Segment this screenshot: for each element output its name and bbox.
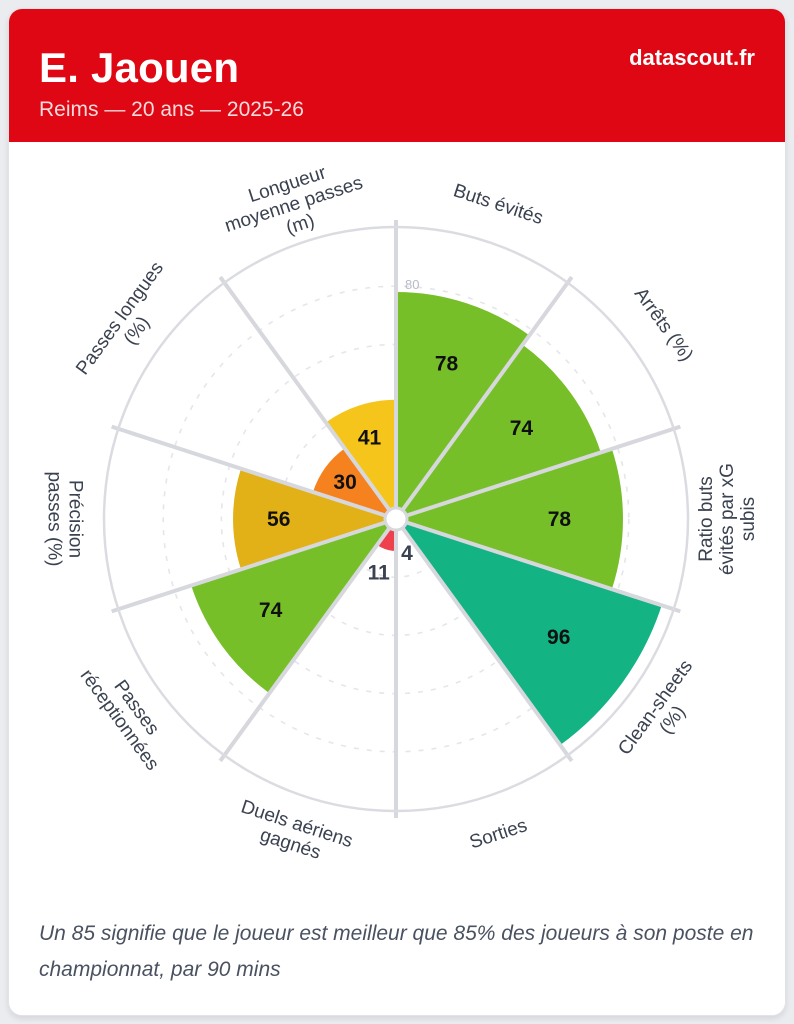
category-label-4: Sorties [467, 815, 530, 853]
spoke-line-4 [394, 517, 574, 763]
pizza-slice-8 [312, 448, 396, 519]
player-meta: Reims — 20 ans — 2025-26 [39, 98, 304, 122]
pizza-slice-6 [191, 519, 396, 694]
slice-value-0: 78 [435, 353, 459, 376]
slice-value-8: 30 [333, 471, 356, 494]
category-label-5: Duels aériensgagnés [232, 796, 355, 872]
slice-value-9: 41 [358, 426, 382, 449]
pizza-slice-7 [233, 468, 396, 570]
pizza-slice-9 [325, 399, 396, 519]
slice-value-1: 74 [510, 417, 534, 440]
pizza-chart: 80 78 74 78 96 4 11 74 56 30 41 Buts évités Arrêts (… [9, 142, 785, 884]
pizza-slice-0 [396, 292, 530, 519]
category-label-0: Buts évités [451, 180, 546, 229]
category-label-6: Passesréceptionnées [76, 653, 180, 774]
scale-tick-label: 80 [405, 277, 419, 292]
category-label-3: Clean-sheets(%) [614, 656, 714, 771]
pizza-slice-2 [396, 448, 623, 590]
spoke-line-7 [111, 517, 397, 614]
category-label-9: Longueurmoyenne passes(m) [216, 153, 372, 257]
card-header: E. Jaouen Reims — 20 ans — 2025-26 datas… [9, 9, 785, 142]
spoke-line-6 [218, 517, 398, 763]
spoke-line-3 [395, 517, 681, 614]
outer-ring [102, 225, 690, 813]
spoke-line-2 [395, 424, 681, 521]
spoke-line-1 [394, 275, 574, 521]
slice-value-2: 78 [548, 508, 572, 531]
slice-value-4: 4 [401, 542, 413, 565]
player-card: E. Jaouen Reims — 20 ans — 2025-26 datas… [8, 8, 786, 1016]
category-label-2: Ratio butsévités par xGsubis [696, 463, 759, 575]
category-label-7: Précisionpasses (%) [44, 471, 86, 566]
category-label-1: Arrêts (%) [630, 284, 697, 366]
pizza-slice-3 [396, 519, 662, 746]
slice-value-3: 96 [547, 626, 570, 649]
pizza-slice-1 [396, 344, 601, 519]
spoke-line-9 [218, 275, 398, 521]
slice-value-5: 11 [368, 561, 391, 584]
slice-value-7: 56 [267, 508, 290, 531]
footer-note: Un 85 signifie que le joueur est meilleu… [39, 922, 754, 981]
datascout-brand: datascout.fr [629, 45, 755, 70]
spoke-line-8 [111, 424, 397, 521]
hub-circle [383, 506, 409, 532]
page-title: E. Jaouen [39, 44, 240, 91]
category-label-8: Passes longues(%) [72, 258, 185, 391]
slice-value-6: 74 [259, 599, 283, 622]
